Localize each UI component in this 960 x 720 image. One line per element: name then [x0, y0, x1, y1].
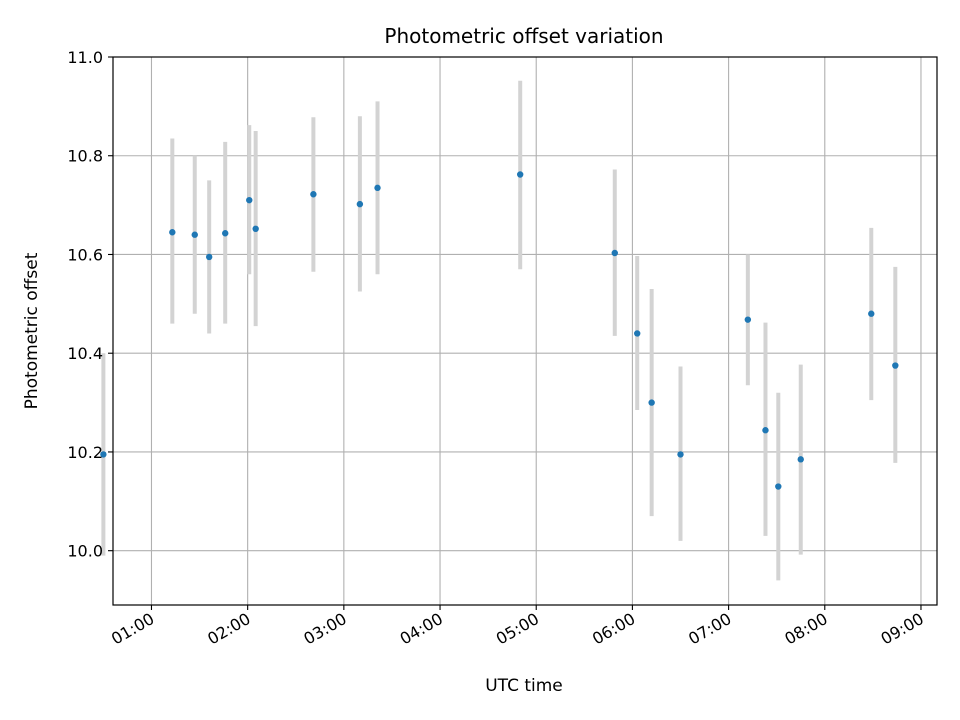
y-tick-label: 11.0 [67, 48, 103, 67]
chart-title: Photometric offset variation [384, 24, 663, 48]
y-tick-label: 10.8 [67, 147, 103, 166]
data-point [744, 316, 752, 323]
y-tick-label: 10.0 [67, 542, 103, 561]
data-point [222, 230, 229, 237]
data-point [246, 196, 253, 204]
data-point [252, 225, 259, 233]
data-point [775, 483, 782, 490]
data-point [634, 330, 641, 337]
data-point [762, 427, 769, 434]
y-tick-label: 10.2 [67, 443, 103, 462]
y-axis-ticks: 10.0 10.2 10.4 10.6 10.8 11.0 [67, 48, 113, 561]
data-point [516, 171, 524, 178]
data-point [892, 362, 899, 369]
data-point [797, 456, 804, 463]
y-tick-label: 10.6 [67, 245, 103, 264]
point-layer [100, 171, 899, 490]
data-point [310, 191, 317, 198]
data-point [356, 200, 364, 208]
y-tick-label: 10.4 [67, 344, 103, 363]
data-point [648, 399, 655, 406]
data-point [611, 249, 618, 257]
x-axis-label: UTC time [485, 676, 563, 696]
plot-frame [112, 56, 938, 606]
data-point [205, 253, 213, 261]
data-point [169, 229, 176, 236]
data-point [868, 310, 875, 317]
data-point [677, 451, 684, 458]
data-point [374, 184, 381, 192]
y-axis-label: Photometric offset [22, 252, 42, 409]
data-point [100, 451, 107, 458]
data-point [191, 231, 198, 238]
